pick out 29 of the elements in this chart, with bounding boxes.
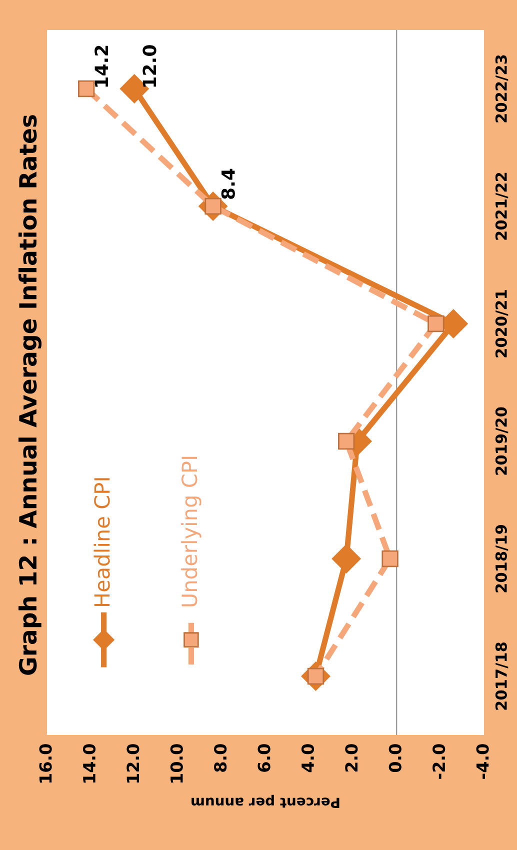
point [332, 544, 361, 574]
y-tick-label: 2022/23 [495, 55, 508, 122]
x-tick-label: 0.0 [388, 744, 402, 772]
point [78, 80, 95, 98]
data-label: 8.4 [221, 168, 235, 199]
y-tick-label: 2021/22 [495, 172, 508, 240]
text: Underlying CPI [181, 456, 202, 606]
point [338, 432, 355, 450]
point [428, 315, 444, 332]
y-tick-label: 2018/19 [495, 525, 508, 592]
data-label: 14.2 [94, 46, 108, 87]
x-axis-title: Percent per annum [192, 794, 340, 808]
x-tick-label: -4.0 [476, 744, 489, 779]
x-tick-label: 14.0 [82, 744, 96, 783]
x-tick-label: 10.0 [170, 744, 183, 783]
x-tick-label: 2.0 [345, 744, 358, 772]
y-tick-label: 2020/21 [495, 290, 508, 358]
x-tick-label: -2.0 [432, 744, 446, 779]
text: Headline CPI [94, 478, 110, 606]
x-tick-label: 6.0 [258, 744, 270, 772]
y-tick-label: 2019/20 [495, 407, 508, 475]
x-tick-label: 16.0 [39, 744, 52, 783]
x-tick-label: 12.0 [126, 744, 140, 783]
x-tick-label: 8.0 [214, 744, 227, 772]
text: Graph 12 : Annual Average Inflation Rates [18, 115, 42, 675]
data-label: 12.0 [142, 45, 156, 87]
point [382, 550, 398, 568]
y-tick-label: 2017/18 [495, 642, 508, 710]
x-tick-label: 4.0 [301, 744, 314, 772]
